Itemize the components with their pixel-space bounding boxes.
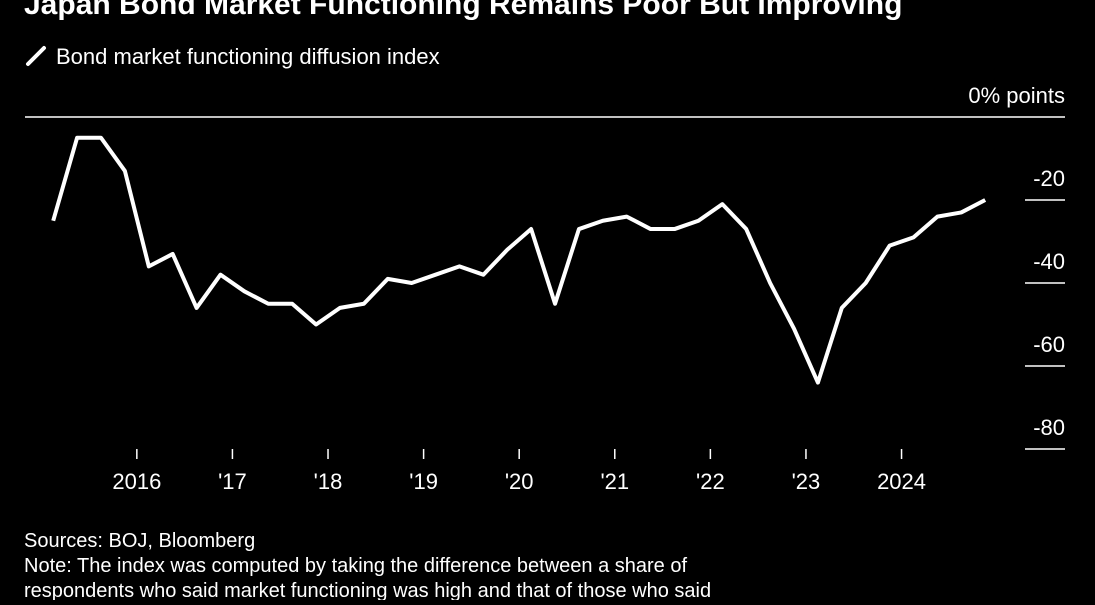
x-tick-label: '17	[218, 469, 247, 494]
x-tick-label: '22	[696, 469, 725, 494]
x-tick-label: '19	[409, 469, 438, 494]
x-tick-label: 2024	[877, 469, 926, 494]
y-tick-label: -80	[1033, 415, 1065, 440]
x-tick-label: '18	[314, 469, 343, 494]
legend-swatch	[26, 46, 46, 66]
x-tick-label: '23	[792, 469, 821, 494]
note: respondents who said market functioning …	[24, 580, 711, 600]
y-tick-label: -60	[1033, 332, 1065, 357]
series-line	[51, 135, 987, 385]
x-tick-label: '20	[505, 469, 534, 494]
source: Sources: BOJ, Bloomberg	[24, 530, 255, 552]
y-tick-label: -20	[1033, 166, 1065, 191]
legend-label: Bond market functioning diffusion index	[56, 44, 440, 69]
x-tick-label: '21	[600, 469, 629, 494]
chart-title: Japan Bond Market Functioning Remains Po…	[24, 0, 902, 21]
y-tick-label: 0% points	[968, 83, 1065, 108]
x-tick-label: 2016	[112, 469, 161, 494]
note: Note: The index was computed by taking t…	[24, 555, 687, 577]
y-tick-label: -40	[1033, 249, 1065, 274]
